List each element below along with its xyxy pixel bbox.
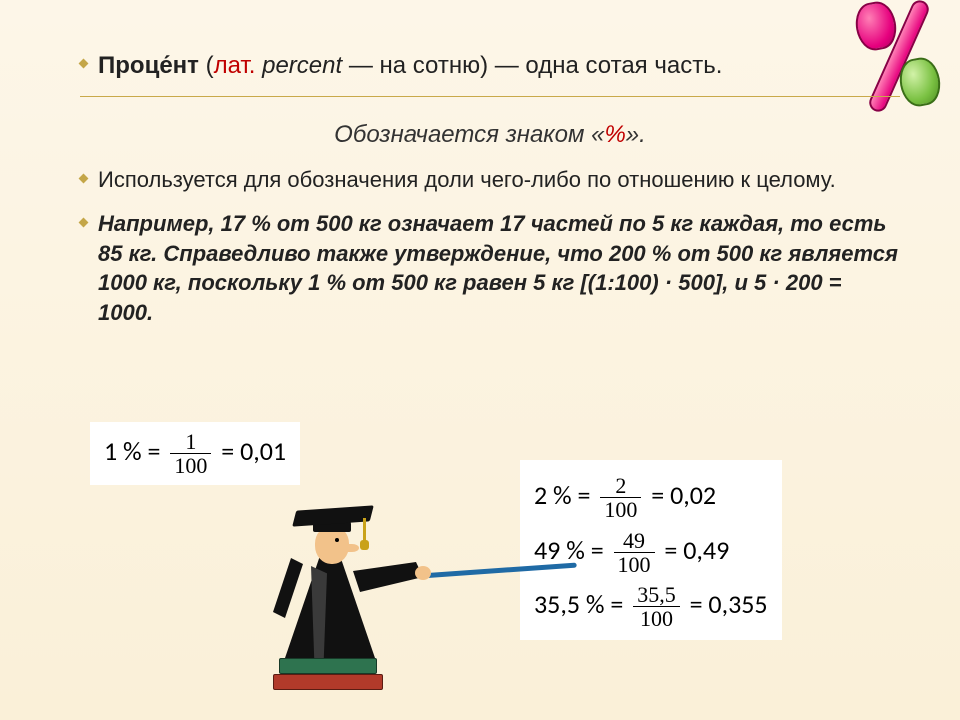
formula-box-2: 2 % = 2100 = 0,02 49 % = 49100 = 0,49 35… (520, 460, 782, 640)
formula-row: 49 % = 49100 = 0,49 (534, 523, 768, 578)
formula-row: 1 % = 1100 = 0,01 (104, 430, 286, 477)
term: Проце́нт (98, 52, 199, 79)
definition-rest: — на сотню) — одна сотая часть. (342, 52, 722, 79)
formula-box-1: 1 % = 1100 = 0,01 (90, 422, 300, 485)
teacher-icon (235, 480, 455, 690)
example-line: Например, 17 % от 500 кг означает 17 час… (80, 209, 900, 328)
divider (80, 96, 900, 97)
slide-content: Проце́нт (лат. percent — на сотню) — одн… (0, 0, 960, 720)
percent-symbol: % (604, 121, 625, 148)
denotation-line: Обозначается знаком «%». (80, 121, 900, 149)
lat-label: лат. (214, 52, 256, 79)
usage-line: Используется для обозначения доли чего-л… (80, 165, 900, 195)
lat-word: percent (262, 52, 342, 79)
formula-row: 2 % = 2100 = 0,02 (534, 468, 768, 523)
formula-row: 35,5 % = 35,5100 = 0,355 (534, 577, 768, 632)
definition-line: Проце́нт (лат. percent — на сотню) — одн… (80, 50, 900, 82)
